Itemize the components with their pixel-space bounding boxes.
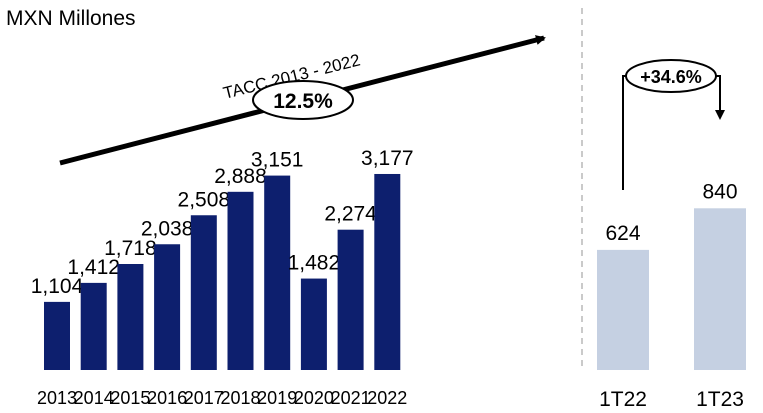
tick-label-2021: 2021: [331, 388, 371, 408]
bar-2017: [191, 215, 217, 370]
tick-label-1T22: 1T22: [599, 388, 647, 411]
data-label-1T23: 840: [702, 180, 737, 203]
bar-2019: [264, 176, 290, 370]
data-label-1T22: 624: [605, 222, 640, 245]
tick-label-2013: 2013: [37, 388, 77, 408]
data-label-2017: 2,508: [178, 188, 231, 211]
bar-2020: [301, 279, 327, 370]
data-label-2019: 3,151: [251, 149, 304, 172]
tick-label-1T23: 1T23: [696, 388, 744, 411]
bar-1T23: [694, 208, 746, 370]
data-label-2016: 2,038: [141, 217, 194, 240]
bar-2014: [81, 283, 107, 370]
cagr-value: 12.5%: [273, 90, 333, 113]
tick-label-2018: 2018: [220, 388, 260, 408]
quarter-growth-value: +34.6%: [640, 67, 702, 87]
data-label-2021: 2,274: [324, 203, 377, 226]
data-label-2022: 3,177: [361, 147, 414, 170]
tick-label-2017: 2017: [184, 388, 224, 408]
quarter-growth-bracket: [623, 76, 720, 190]
bar-2018: [228, 192, 254, 370]
tick-label-2019: 2019: [257, 388, 297, 408]
tick-label-2020: 2020: [294, 388, 334, 408]
bar-2016: [154, 244, 180, 370]
tick-label-2016: 2016: [147, 388, 187, 408]
bar-1T22: [597, 250, 649, 370]
data-label-2020: 1,482: [288, 252, 341, 275]
tick-label-2014: 2014: [74, 388, 114, 408]
data-label-2015: 1,718: [104, 237, 157, 260]
tick-label-2022: 2022: [367, 388, 407, 408]
bar-2015: [117, 264, 143, 370]
tick-label-2015: 2015: [110, 388, 150, 408]
bar-2013: [44, 302, 70, 370]
bar-2021: [338, 230, 364, 370]
bar-2022: [374, 174, 400, 370]
